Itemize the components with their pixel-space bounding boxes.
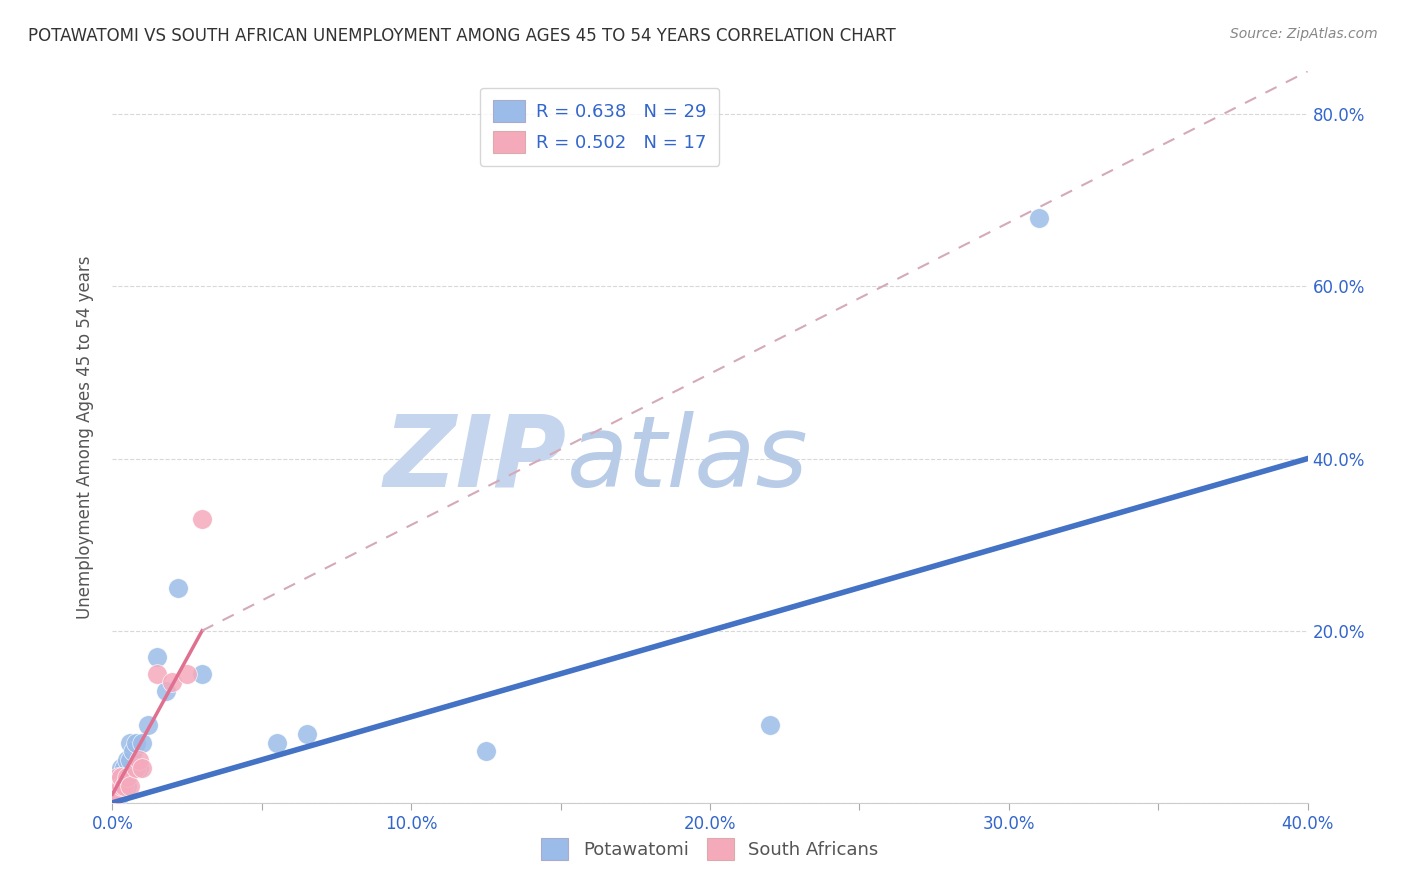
Point [155, 684, 177, 698]
Point [167, 581, 190, 595]
Point [110, 779, 132, 793]
Point [107, 779, 129, 793]
Point [122, 744, 145, 758]
Point [191, 512, 214, 526]
Point [138, 718, 160, 732]
Point [107, 770, 129, 784]
Point [128, 761, 150, 775]
Point [103, 787, 125, 801]
Point [107, 779, 129, 793]
Point [107, 787, 129, 801]
Point [131, 735, 153, 749]
Text: POTAWATOMI VS SOUTH AFRICAN UNEMPLOYMENT AMONG AGES 45 TO 54 YEARS CORRELATION C: POTAWATOMI VS SOUTH AFRICAN UNEMPLOYMENT… [28, 27, 896, 45]
Point [110, 787, 132, 801]
Point [104, 787, 127, 801]
Point [266, 735, 288, 749]
Legend: Potawatomi, South Africans: Potawatomi, South Africans [534, 830, 886, 867]
Point [114, 761, 135, 775]
Point [295, 727, 318, 741]
Point [146, 666, 169, 681]
Point [103, 787, 125, 801]
Point [1028, 211, 1050, 225]
Point [114, 779, 135, 793]
Point [191, 666, 214, 681]
Point [104, 779, 127, 793]
Point [107, 770, 129, 784]
Point [120, 779, 142, 793]
Point [162, 675, 183, 690]
Point [125, 761, 148, 775]
Text: Source: ZipAtlas.com: Source: ZipAtlas.com [1230, 27, 1378, 41]
Point [120, 753, 142, 767]
Point [146, 649, 169, 664]
Point [110, 761, 132, 775]
Y-axis label: Unemployment Among Ages 45 to 54 years: Unemployment Among Ages 45 to 54 years [76, 255, 94, 619]
Point [176, 666, 198, 681]
Point [475, 744, 498, 758]
Point [128, 753, 150, 767]
Point [114, 770, 135, 784]
Point [125, 735, 148, 749]
Point [110, 779, 132, 793]
Point [117, 753, 139, 767]
Point [104, 787, 127, 801]
Point [110, 770, 132, 784]
Point [117, 779, 139, 793]
Point [120, 735, 142, 749]
Point [104, 779, 127, 793]
Point [759, 718, 782, 732]
Text: atlas: atlas [567, 410, 808, 508]
Point [131, 761, 153, 775]
Text: ZIP: ZIP [384, 410, 567, 508]
Point [117, 770, 139, 784]
